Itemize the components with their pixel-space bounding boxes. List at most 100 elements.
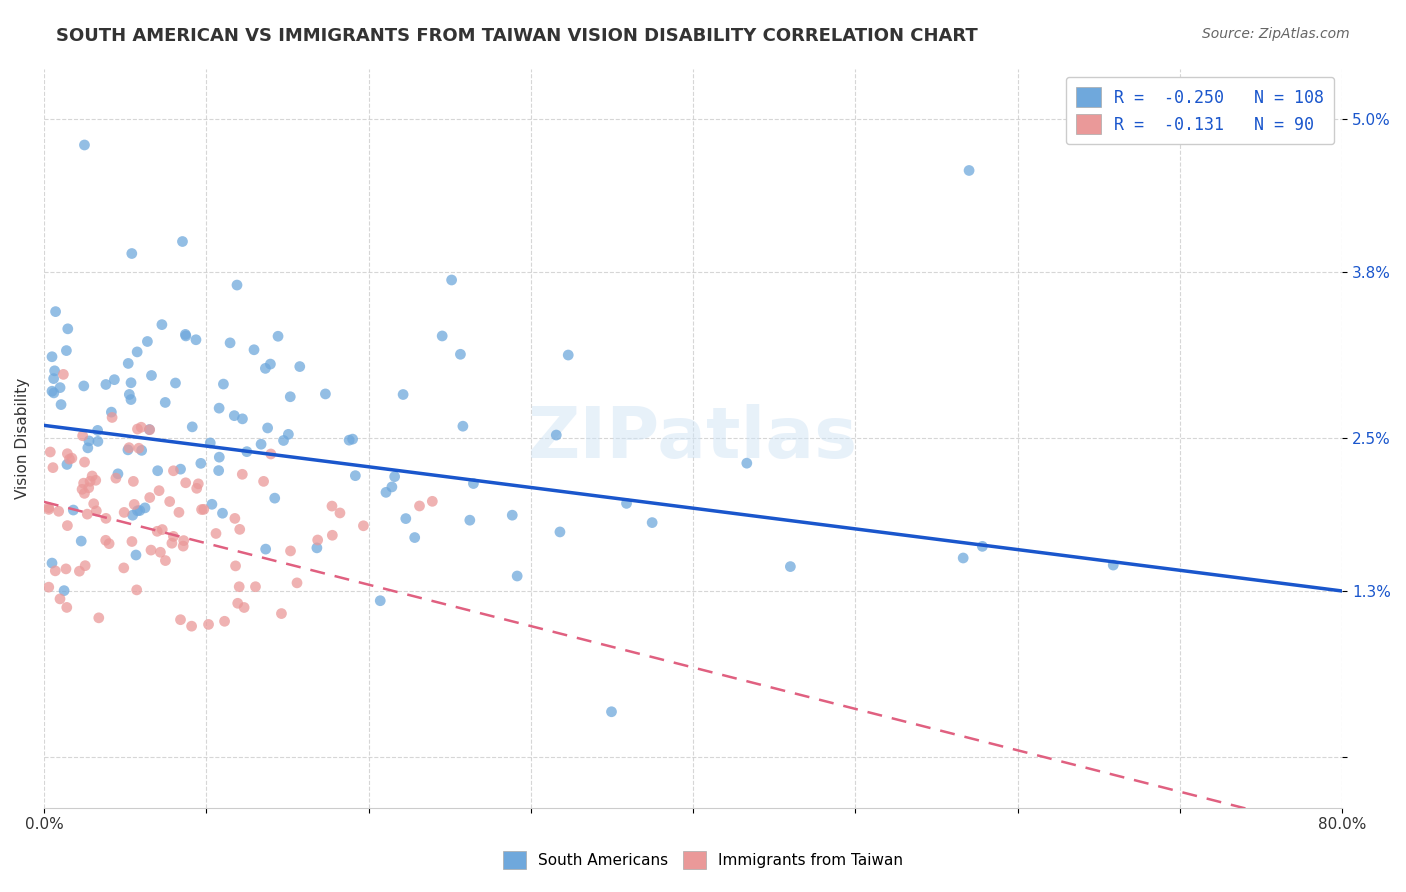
Point <box>395 511 418 525</box>
Point <box>440 273 463 287</box>
Point <box>181 420 204 434</box>
Point <box>451 419 474 434</box>
Point <box>41 556 63 570</box>
Point <box>384 469 406 483</box>
Point <box>98 536 121 550</box>
Point <box>506 569 529 583</box>
Point <box>263 491 285 505</box>
Point <box>201 497 224 511</box>
Point <box>167 505 190 519</box>
Point <box>62 503 84 517</box>
Point <box>952 551 974 566</box>
Point <box>190 502 212 516</box>
Point <box>321 528 343 542</box>
Point <box>83 497 105 511</box>
Point <box>127 504 149 518</box>
Point <box>127 345 149 359</box>
Point <box>187 476 209 491</box>
Point <box>41 384 63 399</box>
Point <box>208 450 231 465</box>
Point <box>260 447 283 461</box>
Point <box>231 467 253 482</box>
Point <box>117 356 139 370</box>
Point <box>174 475 197 490</box>
Point <box>342 432 364 446</box>
Point <box>212 377 235 392</box>
Point <box>121 246 143 260</box>
Point <box>277 427 299 442</box>
Point <box>352 518 374 533</box>
Point <box>155 395 177 409</box>
Point <box>735 456 758 470</box>
Point <box>420 494 443 508</box>
Point <box>214 615 236 629</box>
Point <box>546 428 568 442</box>
Point <box>49 381 72 395</box>
Point <box>165 376 187 390</box>
Point <box>329 506 352 520</box>
Point <box>87 434 110 449</box>
Point <box>226 596 249 610</box>
Point <box>70 483 93 497</box>
Point <box>44 364 66 378</box>
Point <box>38 580 60 594</box>
Y-axis label: Vision Disability: Vision Disability <box>15 377 30 499</box>
Point <box>121 508 143 523</box>
Point <box>56 458 79 472</box>
Point <box>180 619 202 633</box>
Point <box>56 518 79 533</box>
Point <box>103 373 125 387</box>
Point <box>430 329 453 343</box>
Point <box>146 524 169 539</box>
Point <box>205 526 228 541</box>
Point <box>149 545 172 559</box>
Point <box>208 464 231 478</box>
Text: Source: ZipAtlas.com: Source: ZipAtlas.com <box>1202 27 1350 41</box>
Point <box>121 534 143 549</box>
Point <box>94 511 117 525</box>
Point <box>134 500 156 515</box>
Point <box>250 437 273 451</box>
Point <box>368 593 391 607</box>
Point <box>56 447 79 461</box>
Point <box>112 561 135 575</box>
Point <box>458 513 481 527</box>
Point <box>957 163 980 178</box>
Point <box>100 405 122 419</box>
Point <box>73 138 96 153</box>
Point <box>245 580 267 594</box>
Point <box>344 468 367 483</box>
Point <box>172 539 194 553</box>
Point <box>231 412 253 426</box>
Point <box>118 387 141 401</box>
Point <box>162 529 184 543</box>
Point <box>288 359 311 374</box>
Point <box>337 433 360 447</box>
Point <box>148 483 170 498</box>
Point <box>197 617 219 632</box>
Point <box>501 508 523 523</box>
Point <box>174 329 197 343</box>
Legend: South Americans, Immigrants from Taiwan: South Americans, Immigrants from Taiwan <box>496 845 910 875</box>
Point <box>77 481 100 495</box>
Point <box>117 442 139 457</box>
Point <box>67 564 90 578</box>
Point <box>285 575 308 590</box>
Point <box>39 445 62 459</box>
Point <box>73 486 96 500</box>
Point <box>120 392 142 407</box>
Point <box>75 558 97 573</box>
Point <box>219 335 242 350</box>
Point <box>45 304 67 318</box>
Point <box>79 475 101 489</box>
Point <box>280 544 302 558</box>
Point <box>128 503 150 517</box>
Point <box>449 347 471 361</box>
Point <box>139 543 162 558</box>
Point <box>273 434 295 448</box>
Point <box>375 485 398 500</box>
Point <box>138 423 160 437</box>
Point <box>224 409 246 423</box>
Point <box>38 500 60 515</box>
Point <box>49 398 72 412</box>
